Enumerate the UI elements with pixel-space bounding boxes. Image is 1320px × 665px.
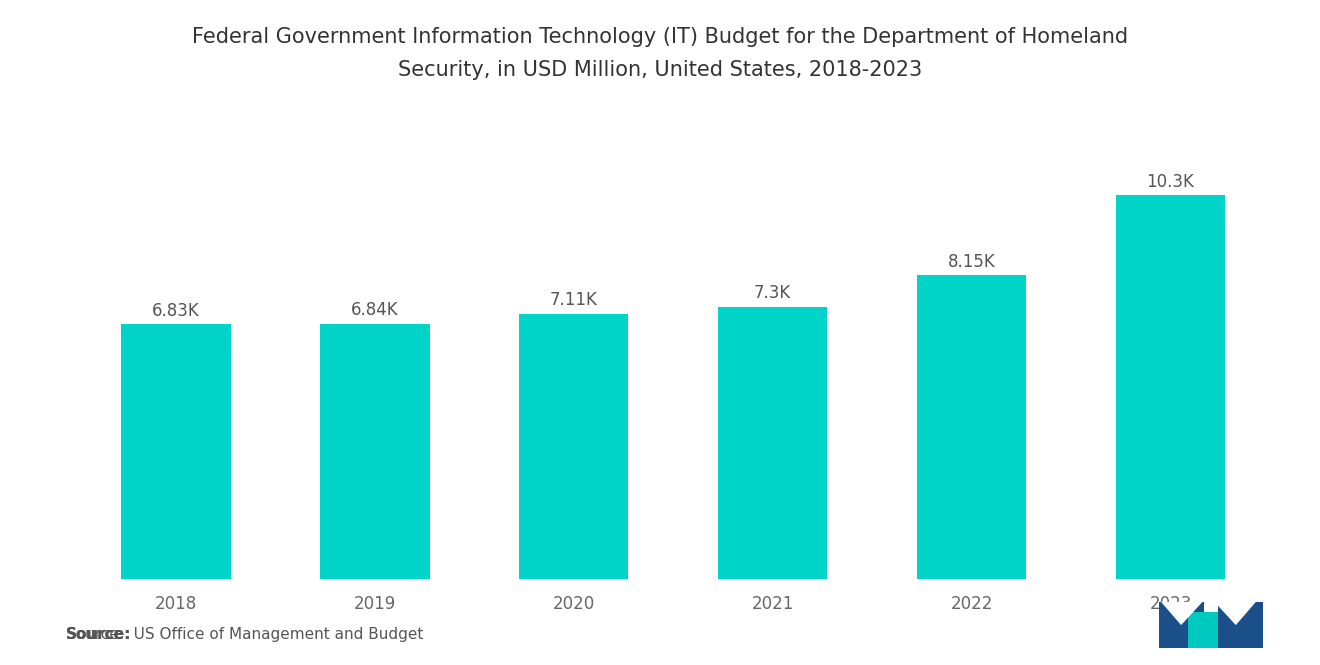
Bar (321, 324, 429, 579)
Bar (121, 325, 231, 579)
Text: 10.3K: 10.3K (1147, 172, 1195, 190)
Text: 7.3K: 7.3K (754, 284, 791, 302)
Text: Security, in USD Million, United States, 2018-2023: Security, in USD Million, United States,… (397, 60, 923, 80)
Bar (1115, 195, 1225, 579)
Text: Source:  US Office of Management and Budget: Source: US Office of Management and Budg… (66, 626, 424, 642)
Polygon shape (1214, 602, 1257, 625)
Bar (1159, 602, 1204, 648)
Text: 7.11K: 7.11K (550, 291, 598, 309)
Text: Source:: Source: (66, 626, 132, 642)
Text: 8.15K: 8.15K (948, 253, 995, 271)
Bar (1188, 612, 1233, 648)
Text: Federal Government Information Technology (IT) Budget for the Department of Home: Federal Government Information Technolog… (191, 27, 1129, 47)
Bar (917, 275, 1026, 579)
Text: Source:: Source: (66, 626, 132, 642)
Polygon shape (1162, 602, 1203, 625)
Bar (1218, 602, 1263, 648)
Bar (718, 307, 828, 579)
Bar (519, 314, 628, 579)
Text: 6.84K: 6.84K (351, 301, 399, 319)
Text: 6.83K: 6.83K (152, 302, 199, 320)
